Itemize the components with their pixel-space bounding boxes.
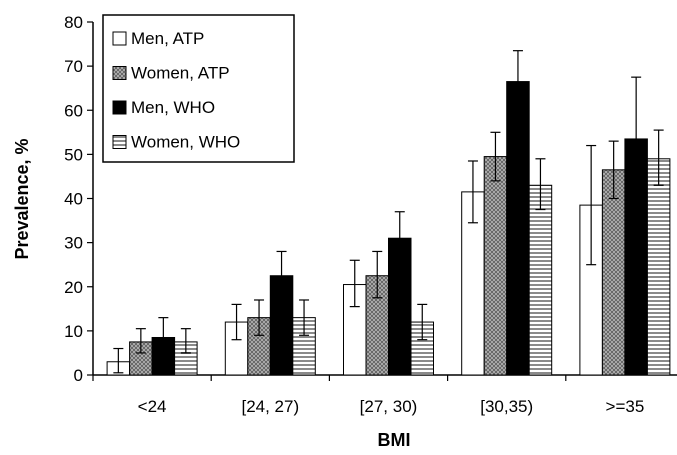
y-tick-label: 60 xyxy=(64,101,83,120)
legend-box xyxy=(102,14,295,163)
legend-label: Women, ATP xyxy=(131,64,230,83)
legend-swatch xyxy=(112,31,127,46)
y-tick-label: 80 xyxy=(64,13,83,32)
y-tick-label: 70 xyxy=(64,57,83,76)
bar xyxy=(528,184,553,376)
bars xyxy=(106,81,671,376)
legend: Men, ATP Women, ATP Men, WHO Women, WHO xyxy=(102,14,295,163)
y-tick-label: 20 xyxy=(64,278,83,297)
error-bars xyxy=(113,50,664,374)
x-tick-label: <24 xyxy=(138,397,167,416)
legend-swatch xyxy=(112,135,127,149)
x-tick-label: >=35 xyxy=(606,397,645,416)
legend-swatch xyxy=(112,66,127,80)
y-tick-label: 40 xyxy=(64,190,83,209)
legend-label: Men, ATP xyxy=(131,29,204,48)
bar xyxy=(601,169,626,376)
legend-label: Women, WHO xyxy=(131,133,240,152)
x-tick-label: [24, 27) xyxy=(241,397,299,416)
y-axis-title: Prevalence, % xyxy=(12,138,32,259)
bar xyxy=(646,158,671,376)
bar xyxy=(483,156,508,376)
x-axis-title: BMI xyxy=(378,430,411,450)
y-tick-label: 30 xyxy=(64,234,83,253)
x-tick-label: [27, 30) xyxy=(360,397,418,416)
y-axis-ticks: 0 10 20 30 40 50 60 70 80 xyxy=(64,13,93,385)
legend-label: Men, WHO xyxy=(131,98,215,117)
legend-swatch xyxy=(112,100,127,115)
bar xyxy=(506,81,530,376)
x-tick-label: [30,35) xyxy=(480,397,533,416)
y-tick-label: 0 xyxy=(74,366,83,385)
x-axis-ticks: <24 [24, 27) [27, 30) [30,35) >=35 xyxy=(92,375,645,416)
y-tick-label: 50 xyxy=(64,145,83,164)
y-tick-label: 10 xyxy=(64,322,83,341)
